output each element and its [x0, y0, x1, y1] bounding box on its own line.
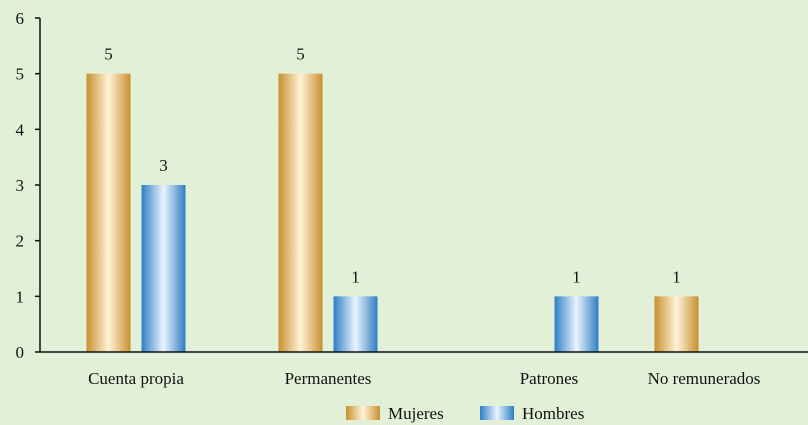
bar-hombres-patrones — [554, 296, 599, 352]
data-label: 5 — [104, 45, 113, 64]
legend-swatch-hombres — [480, 406, 514, 420]
bars: 5 3 5 1 1 1 — [86, 45, 699, 353]
bar-hombres-cuenta-propia — [141, 185, 186, 352]
y-tick-label: 2 — [16, 232, 25, 251]
bar-hombres-permanentes — [333, 296, 378, 352]
bar-mujeres-no-remunerados — [654, 296, 699, 352]
data-label: 1 — [572, 267, 581, 286]
y-axis: 0 1 2 3 4 5 6 — [16, 9, 41, 362]
category-label: Patrones — [520, 369, 579, 388]
data-label: 1 — [351, 267, 360, 286]
legend-label-mujeres: Mujeres — [388, 404, 444, 423]
y-tick-label: 0 — [16, 343, 25, 362]
y-tick-label: 5 — [16, 65, 25, 84]
category-label: Cuenta propia — [88, 369, 184, 388]
y-tick-label: 6 — [16, 9, 25, 28]
x-axis: Cuenta propia Permanentes Patrones No remun… — [40, 351, 808, 388]
y-tick-label: 3 — [16, 176, 25, 195]
y-tick-label: 1 — [16, 287, 25, 306]
bar-mujeres-cuenta-propia — [86, 73, 131, 353]
category-label: Permanentes — [285, 369, 372, 388]
legend: Mujeres Hombres — [346, 404, 584, 423]
data-label: 1 — [672, 267, 681, 286]
data-label: 3 — [159, 156, 168, 175]
y-tick-label: 4 — [16, 120, 25, 139]
legend-swatch-mujeres — [346, 406, 380, 420]
bar-mujeres-permanentes — [278, 73, 323, 353]
data-label: 5 — [296, 45, 305, 64]
legend-label-hombres: Hombres — [522, 404, 584, 423]
category-label: No remunerados — [648, 369, 761, 388]
